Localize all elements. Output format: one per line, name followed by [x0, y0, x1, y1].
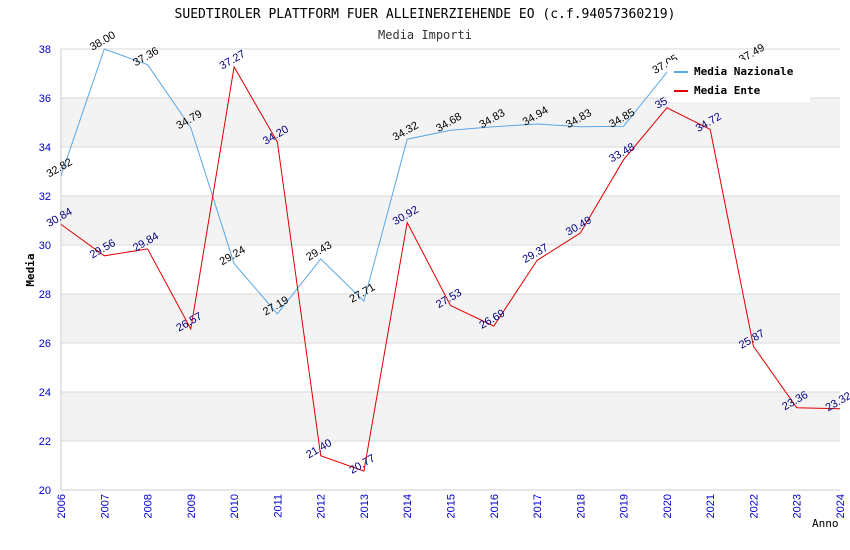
x-tick-label: 2020	[662, 494, 674, 518]
y-tick-label: 22	[39, 436, 51, 448]
data-label-nazionale: 38.00	[88, 29, 118, 53]
y-tick-label: 28	[39, 289, 51, 301]
y-tick-label: 36	[39, 93, 51, 105]
legend-entry: Media Ente	[694, 84, 761, 97]
series-line-nazionale	[60, 48, 668, 315]
legend-box	[668, 60, 810, 102]
x-tick-label: 2023	[792, 494, 804, 518]
data-label-nazionale: 32.82	[45, 156, 75, 180]
grid-band	[61, 98, 840, 147]
y-tick-label: 20	[39, 485, 51, 497]
x-tick-label: 2008	[143, 494, 155, 518]
x-tick-label: 2016	[489, 494, 501, 518]
chart-subtitle: Media Importi	[378, 28, 472, 42]
y-tick-label: 26	[39, 338, 51, 350]
x-axis-label: Anno	[812, 517, 839, 530]
grid-band	[61, 294, 840, 343]
y-axis-ticks: 20 22 24 26 28 30 32 34 36 38	[39, 44, 51, 497]
y-tick-label: 30	[39, 240, 51, 252]
x-tick-label: 2014	[402, 494, 414, 518]
y-tick-label: 32	[39, 191, 51, 203]
x-tick-label: 2012	[316, 494, 328, 518]
x-tick-label: 2022	[748, 494, 760, 518]
x-tick-label: 2018	[575, 494, 587, 518]
x-tick-label: 2006	[56, 494, 68, 518]
legend-entry: Media Nazionale	[694, 65, 794, 78]
x-tick-label: 2019	[619, 494, 631, 518]
y-tick-label: 34	[39, 142, 51, 154]
x-tick-label: 2011	[272, 494, 284, 518]
data-label-ente: 20.77	[348, 452, 378, 476]
x-tick-label: 2010	[229, 494, 241, 518]
series-line-ente	[60, 65, 841, 472]
x-tick-label: 2013	[359, 494, 371, 518]
series-lines	[60, 48, 841, 472]
data-label-nazionale: 29.24	[218, 244, 248, 268]
y-tick-label: 38	[39, 44, 51, 56]
x-axis-ticks: 2006 2007 2008 2009 2010 2011 2012 2013 2014 2015…	[56, 494, 847, 518]
grid-bands	[61, 98, 840, 441]
x-tick-label: 2017	[532, 494, 544, 518]
grid-band	[61, 392, 840, 441]
x-tick-label: 2024	[835, 494, 847, 518]
data-label-ente: 37.27	[218, 48, 248, 72]
y-tick-label: 24	[39, 387, 51, 399]
x-tick-label: 2009	[186, 494, 198, 518]
grid-band	[61, 196, 840, 245]
grid-lines	[60, 48, 840, 491]
x-tick-label: 2007	[99, 494, 111, 518]
y-axis-label: Media	[24, 253, 37, 286]
x-tick-label: 2021	[705, 494, 717, 518]
chart-title: SUEDTIROLER PLATTFORM FUER ALLEINERZIEHE…	[175, 7, 676, 22]
x-tick-label: 2015	[446, 494, 458, 518]
legend: Media Nazionale Media Ente	[668, 60, 810, 102]
